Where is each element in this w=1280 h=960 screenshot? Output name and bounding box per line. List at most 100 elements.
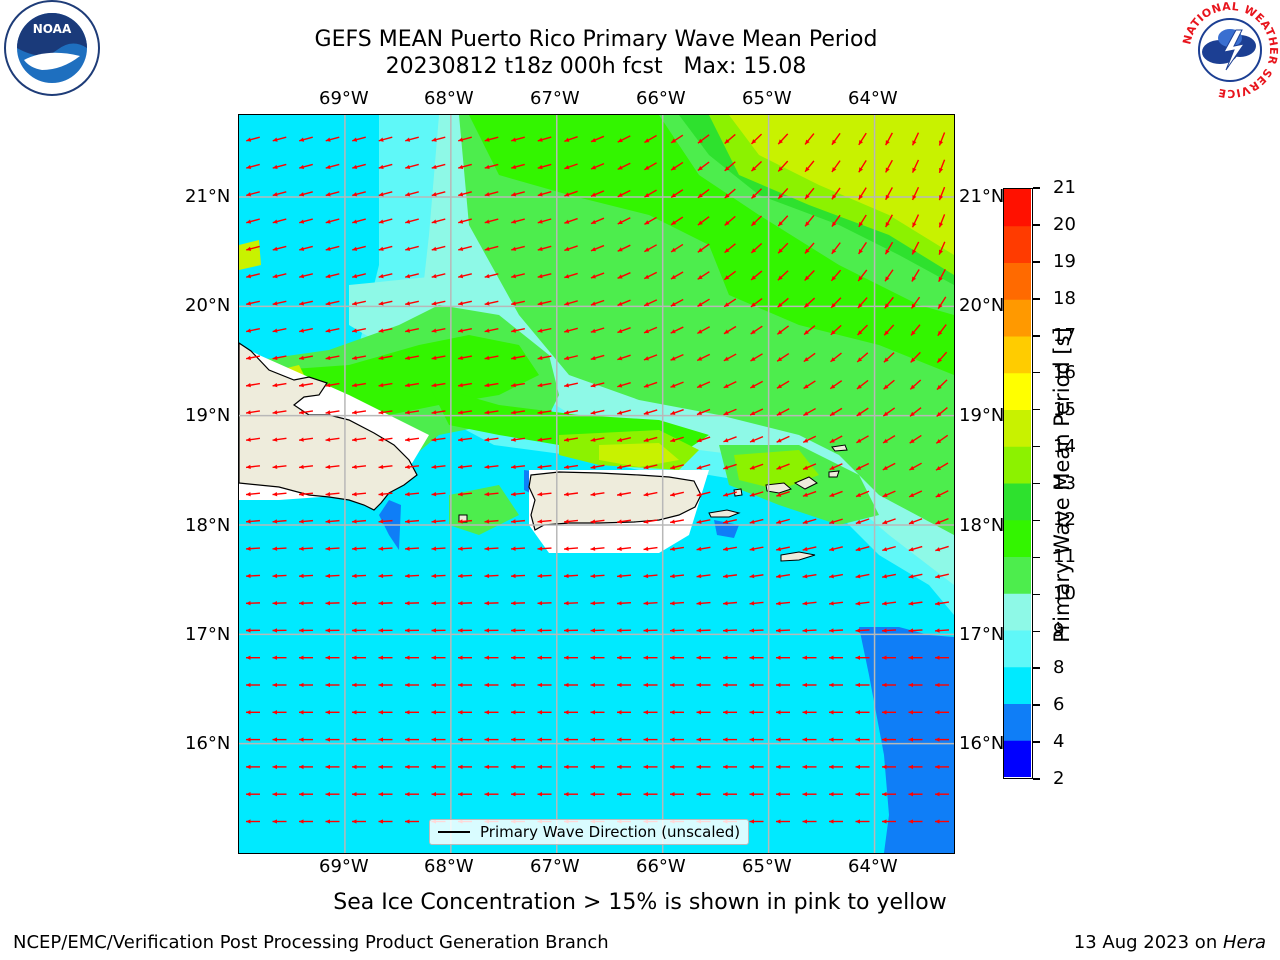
wave-arrow: [272, 491, 287, 497]
wave-arrow: [378, 710, 393, 715]
lat-label-left: 19°N: [185, 405, 231, 426]
field-13-14s: [734, 450, 819, 490]
wave-arrow: [855, 546, 870, 552]
wave-arrow: [776, 655, 790, 660]
wave-arrow: [590, 628, 605, 633]
wave-arrow: [908, 601, 923, 606]
wave-arrow: [617, 436, 631, 442]
wave-arrow: [828, 573, 844, 579]
wave-arrow: [643, 628, 658, 633]
wave-arrow: [644, 216, 657, 225]
wave-arrow: [644, 162, 657, 171]
wave-arrow: [299, 218, 313, 224]
wave-arrow: [590, 519, 605, 524]
wave-arrow: [245, 410, 261, 415]
wave-arrow: [777, 270, 789, 281]
wave-arrow: [457, 382, 473, 388]
wave-arrow: [484, 163, 499, 170]
wave-arrow: [776, 546, 790, 552]
wave-arrow: [431, 546, 446, 551]
wave-arrow: [537, 792, 552, 797]
wave-arrow: [777, 160, 789, 172]
wave-arrow: [617, 272, 631, 279]
wave-arrow: [829, 819, 843, 824]
wave-arrow: [272, 682, 287, 688]
wave-arrow: [484, 764, 499, 770]
wave-arrow: [245, 437, 261, 442]
wave-arrow: [378, 328, 393, 333]
wave-arrow: [457, 573, 473, 579]
wave-arrow: [325, 764, 340, 770]
wave-arrow: [617, 792, 631, 797]
wave-arrow: [537, 218, 552, 224]
wave-arrow: [643, 546, 658, 551]
wave-arrow: [325, 601, 340, 606]
wave-arrow: [858, 214, 867, 228]
wave-arrow: [908, 819, 923, 824]
colorbar-segment: [1004, 483, 1031, 521]
wave-arrow: [617, 354, 631, 361]
wave-arrow: [909, 407, 922, 417]
wave-arrow: [298, 437, 314, 442]
lat-label-right: 19°N: [959, 405, 1005, 426]
wave-arrow: [431, 382, 446, 388]
wave-arrow: [351, 382, 367, 388]
wave-arrow: [777, 215, 789, 227]
wave-arrow: [881, 628, 897, 633]
wave-arrow: [830, 269, 842, 282]
wave-arrow: [298, 601, 314, 606]
field-4-6s: [859, 627, 954, 853]
wave-arrow: [670, 655, 684, 660]
colorbar-segment: [1004, 703, 1031, 741]
wave-arrow: [272, 628, 287, 633]
wave-arrow: [670, 436, 684, 443]
colorbar-tick-label: 21: [1053, 177, 1076, 198]
wave-arrow: [511, 191, 525, 197]
wave-arrow: [484, 464, 499, 470]
wave-arrow: [405, 218, 419, 224]
wave-arrow: [564, 737, 578, 742]
wave-arrow: [352, 245, 366, 251]
wave-arrow: [885, 159, 893, 173]
wave-arrow: [749, 710, 764, 715]
wave-arrow: [590, 162, 605, 170]
wave-arrow: [935, 545, 949, 552]
wave-arrow: [245, 628, 261, 633]
wave-arrow: [299, 710, 313, 715]
colorbar-tick-mark: [1033, 519, 1040, 522]
wave-arrow: [749, 628, 764, 633]
wave-arrow: [378, 191, 393, 197]
wave-arrow: [457, 546, 473, 551]
wave-arrow: [352, 655, 366, 660]
wave-arrow: [325, 218, 340, 224]
wave-arrow: [776, 352, 790, 362]
wave-arrow: [697, 134, 710, 144]
wave-arrow: [431, 245, 446, 251]
wave-arrow: [722, 601, 738, 606]
wave-arrow: [885, 187, 893, 201]
wave-arrow: [590, 682, 605, 688]
wave-arrow: [857, 297, 868, 309]
wave-arrow: [882, 792, 896, 797]
wave-arrow: [749, 682, 764, 688]
wave-arrow: [484, 437, 499, 442]
wave-arrow: [617, 464, 631, 470]
wave-arrow: [537, 519, 552, 524]
wave-arrow: [616, 519, 632, 524]
wave-arrow: [299, 655, 313, 660]
wave-arrow: [643, 299, 658, 307]
wave-arrow: [404, 573, 420, 579]
wave-arrow: [777, 187, 789, 200]
wave-arrow: [858, 159, 867, 173]
wave-arrow: [723, 325, 737, 335]
wave-arrow: [911, 186, 920, 201]
wave-arrow: [829, 518, 843, 525]
wave-arrow: [511, 328, 525, 333]
wave-arrow: [750, 160, 763, 172]
lon-label-top: 64°W: [848, 88, 898, 109]
wave-arrow: [938, 132, 946, 146]
wave-arrow: [298, 573, 314, 579]
wave-arrow: [802, 682, 817, 688]
wave-arrow: [325, 710, 340, 715]
wave-arrow: [776, 408, 790, 416]
